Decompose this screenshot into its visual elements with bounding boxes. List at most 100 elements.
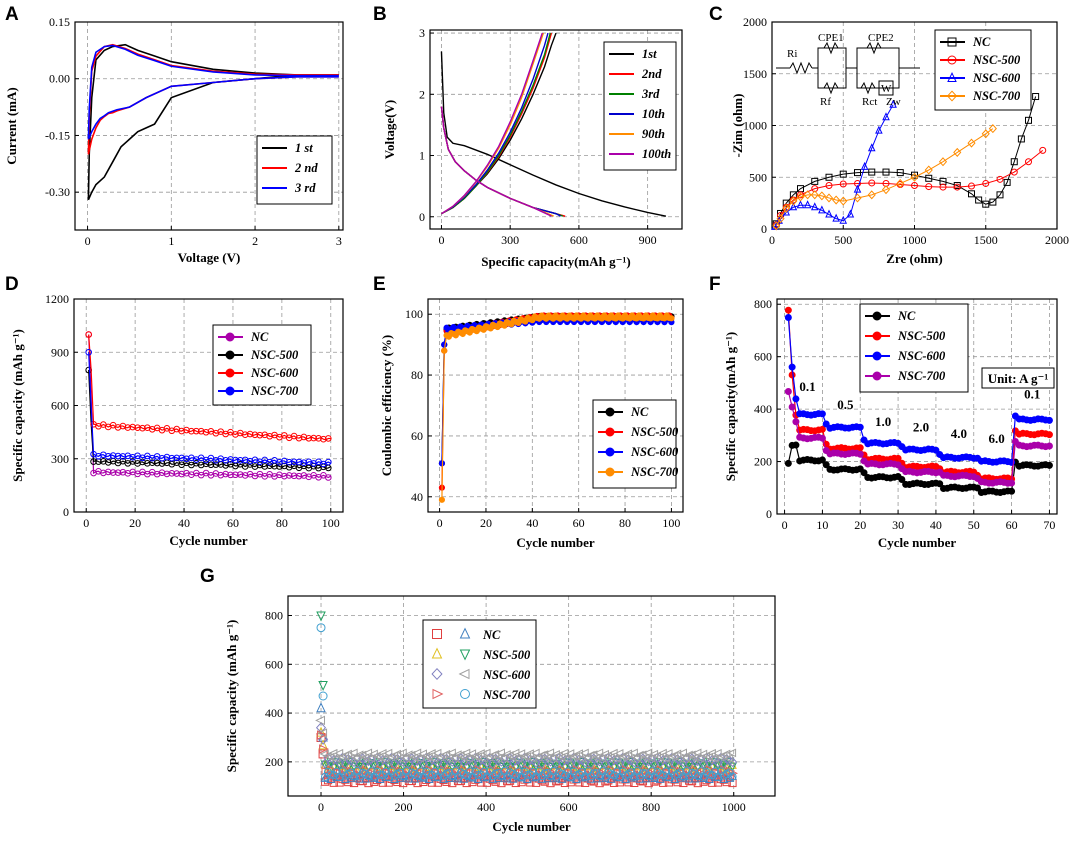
data-point (856, 444, 864, 452)
data-point (178, 470, 185, 478)
data-point (634, 750, 644, 760)
x-tick-label: 80 (619, 516, 631, 530)
data-point (788, 371, 796, 379)
data-point (792, 441, 800, 449)
data-point (364, 771, 373, 781)
data-point (1045, 461, 1053, 469)
data-point (946, 90, 958, 102)
data-point (217, 471, 225, 479)
data-point (129, 423, 136, 431)
plot-frame (427, 298, 684, 513)
panel-a: 0 1 2 3 -0.30 -0.15 0.00 0.15 Voltage (V) Current… (4, 15, 344, 265)
data-point (789, 196, 798, 206)
x-tick-label: 20 (129, 516, 141, 530)
data-point (860, 469, 868, 477)
y-tick-label: 0 (766, 507, 772, 521)
data-point (124, 424, 132, 431)
panel-d: 0 20 40 60 80 100 0 300 600 900 1200 Cycle number Sp… (10, 292, 344, 548)
data-point (462, 771, 471, 780)
y-tick-label: 1000 (743, 119, 767, 133)
y-tick-label: 1200 (45, 292, 69, 306)
data-point (347, 768, 356, 777)
data-point (585, 750, 595, 760)
data-point (797, 191, 804, 199)
data-point (822, 420, 830, 428)
nyquist-line (774, 104, 894, 228)
data-point (583, 767, 593, 776)
data-point (872, 371, 882, 381)
y-tick-label: 2 (419, 87, 425, 101)
x-tick-label: 1000 (903, 233, 927, 247)
nyquist-line (775, 128, 994, 227)
data-point (380, 754, 390, 764)
data-point (967, 138, 976, 148)
circuit-label: CPE2 (868, 32, 894, 44)
legend-label: NC (897, 309, 916, 323)
legend-label: NSC-500 (250, 348, 299, 362)
data-point (315, 435, 322, 442)
data-point (432, 629, 442, 639)
x-axis-label: Cycle number (516, 535, 595, 550)
legend-label: NSC-600 (630, 445, 679, 459)
x-tick-label: 900 (639, 233, 657, 247)
data-point (591, 753, 601, 763)
data-point (370, 772, 379, 781)
data-point (889, 99, 897, 108)
x-tick-label: 20 (480, 516, 492, 530)
data-point (320, 760, 330, 770)
data-point (796, 200, 805, 209)
legend-label: NSC-600 (897, 349, 946, 363)
y-tick-label: 40 (411, 490, 423, 504)
data-point (305, 435, 313, 442)
cv-curve (87, 44, 339, 140)
data-point (988, 124, 997, 134)
x-tick-label: 600 (560, 800, 578, 814)
data-point (818, 434, 826, 442)
data-point (614, 749, 624, 758)
data-point (611, 754, 621, 764)
plot-frame (287, 595, 776, 797)
y-tick-label: 3 (419, 26, 425, 40)
circuit-label: Rct (862, 96, 877, 108)
data-point (225, 386, 235, 396)
data-point (854, 169, 861, 177)
y-tick-label: 100 (405, 307, 423, 321)
data-point (782, 203, 791, 213)
data-point (413, 771, 422, 780)
data-point (788, 363, 796, 371)
data-point (539, 750, 549, 759)
data-point (222, 470, 229, 478)
y-tick-label: 0.15 (49, 15, 70, 29)
y-axis-label: Specific capacity (mAh g⁻¹) (10, 329, 25, 482)
cycle-line (88, 369, 332, 470)
data-point (666, 752, 676, 762)
data-point (251, 431, 259, 439)
data-point (325, 752, 335, 762)
x-axis-label: Cycle number (169, 533, 248, 548)
data-point (325, 458, 332, 466)
data-point (803, 190, 812, 200)
data-point (1003, 178, 1011, 186)
data-point (686, 750, 696, 760)
data-point (543, 773, 552, 783)
data-point (202, 428, 210, 436)
data-point (168, 454, 176, 462)
data-point (588, 750, 598, 760)
data-point (627, 768, 636, 777)
data-point (256, 431, 264, 439)
data-point (693, 771, 702, 781)
data-point (709, 754, 719, 764)
data-point (290, 472, 298, 480)
data-point (325, 474, 332, 481)
legend-label: NSC-600 (972, 71, 1021, 85)
data-point (225, 368, 235, 378)
data-point (163, 453, 171, 461)
legend-label: 2nd (641, 67, 662, 81)
data-point (318, 691, 328, 701)
data-point (832, 195, 841, 205)
data-point (178, 454, 185, 462)
data-point (440, 749, 451, 759)
data-point (872, 311, 882, 321)
y-tick-label: 1 (419, 149, 425, 163)
data-point (431, 647, 443, 659)
